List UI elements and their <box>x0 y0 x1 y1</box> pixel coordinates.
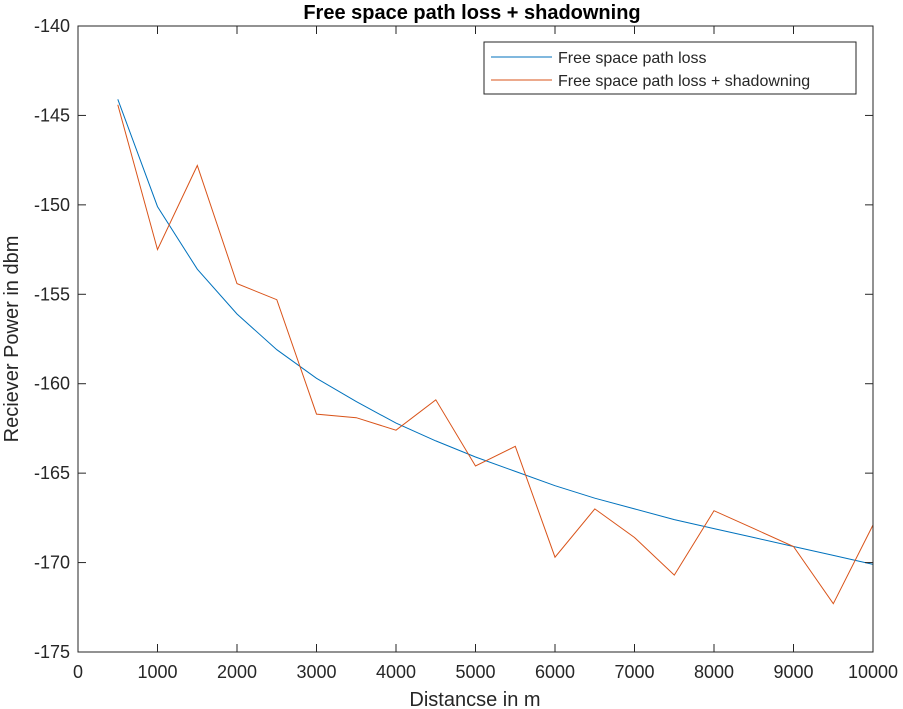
series-line-free-space <box>117 99 874 565</box>
y-tick-label: -170 <box>34 553 70 573</box>
x-tick-label: 0 <box>73 662 83 682</box>
ticks-layer: 0 1000 2000 3000 4000 5000 6000 7000 8000 9000 100… <box>34 16 898 682</box>
legend-label-free-space: Free space path loss <box>558 50 707 67</box>
plot-area <box>78 26 873 652</box>
series-line-shadowing <box>117 104 874 605</box>
x-tick-label: 8000 <box>694 662 734 682</box>
x-tick-label: 4000 <box>376 662 416 682</box>
legend: Free space path loss Free space path los… <box>483 41 857 95</box>
y-tick-label: -165 <box>34 463 70 483</box>
x-tick-label: 1000 <box>137 662 177 682</box>
legend-label-shadowing: Free space path loss + shadowning <box>558 73 810 90</box>
x-tick-label: 9000 <box>773 662 813 682</box>
x-tick-label: 7000 <box>614 662 654 682</box>
series-layer <box>117 99 874 605</box>
chart-title: Free space path loss + shadowning <box>303 2 640 24</box>
x-tick-label: 6000 <box>535 662 575 682</box>
y-tick-label: -140 <box>34 16 70 36</box>
y-tick-label: -145 <box>34 105 70 125</box>
y-axis-label: Reciever Power in dbm <box>1 236 23 443</box>
x-tick-label: 2000 <box>217 662 257 682</box>
x-axis-label: Distancse in m <box>409 689 540 709</box>
y-tick-label: -150 <box>34 195 70 215</box>
y-tick-label: -155 <box>34 284 70 304</box>
x-tick-label: 5000 <box>455 662 495 682</box>
x-tick-label: 10000 <box>848 662 898 682</box>
x-tick-label: 3000 <box>296 662 336 682</box>
y-tick-label: -175 <box>34 642 70 662</box>
legend-box <box>483 41 857 95</box>
y-tick-label: -160 <box>34 374 70 394</box>
